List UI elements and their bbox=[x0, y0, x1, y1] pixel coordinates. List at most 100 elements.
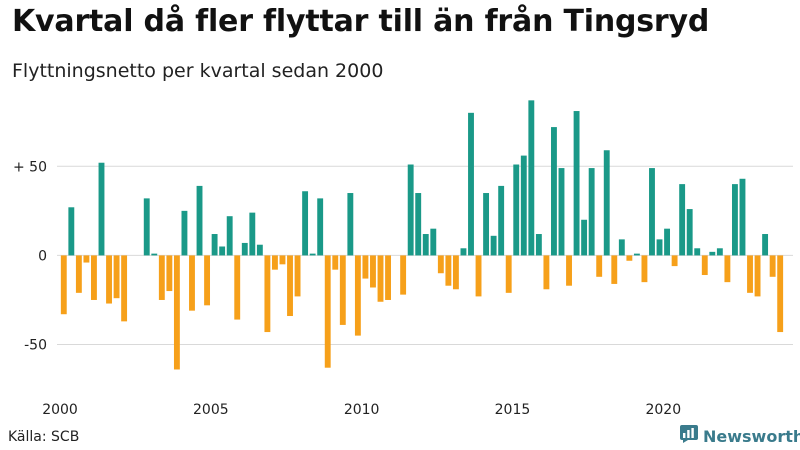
bar bbox=[543, 255, 550, 290]
bar bbox=[332, 255, 339, 270]
bar bbox=[226, 216, 233, 256]
bar bbox=[505, 255, 512, 293]
bar bbox=[324, 255, 331, 368]
bar bbox=[490, 235, 497, 256]
bar bbox=[407, 164, 414, 256]
bar bbox=[68, 207, 75, 256]
bar bbox=[294, 255, 301, 297]
bar bbox=[158, 255, 165, 300]
y-tick-label: + 50 bbox=[13, 159, 47, 175]
x-tick-label: 2000 bbox=[42, 402, 78, 418]
bar bbox=[166, 255, 173, 292]
bar bbox=[302, 191, 309, 256]
bar bbox=[75, 255, 82, 293]
brand-name: Newsworthy bbox=[703, 426, 800, 446]
x-tick-label: 2015 bbox=[495, 402, 531, 418]
bar bbox=[762, 234, 769, 256]
bar bbox=[347, 193, 354, 256]
bar bbox=[121, 255, 128, 322]
y-tick-label: 0 bbox=[38, 248, 47, 264]
bar bbox=[769, 255, 776, 277]
bar bbox=[581, 219, 588, 256]
bar bbox=[219, 246, 226, 256]
newsworthy-logo-icon bbox=[680, 425, 698, 447]
bar bbox=[211, 234, 218, 256]
bar bbox=[437, 255, 444, 274]
bar bbox=[151, 253, 158, 256]
bar bbox=[475, 255, 482, 297]
bar bbox=[664, 228, 671, 256]
bar bbox=[422, 234, 429, 256]
bar bbox=[618, 239, 625, 256]
bar bbox=[694, 248, 701, 256]
bar bbox=[596, 255, 603, 277]
bar bbox=[354, 255, 361, 336]
bar bbox=[498, 185, 505, 256]
bar bbox=[777, 255, 784, 333]
bar bbox=[513, 164, 520, 256]
bar bbox=[309, 253, 316, 256]
bar bbox=[113, 255, 120, 299]
bar bbox=[754, 255, 761, 297]
bar bbox=[143, 198, 150, 256]
bar bbox=[649, 168, 655, 256]
bar bbox=[626, 255, 633, 261]
bar bbox=[535, 234, 542, 256]
bar bbox=[528, 100, 535, 256]
bar bbox=[362, 255, 369, 279]
bar bbox=[641, 255, 648, 283]
bar bbox=[256, 244, 263, 256]
bar bbox=[671, 255, 678, 267]
bar bbox=[83, 255, 90, 263]
bar bbox=[385, 255, 391, 300]
bar bbox=[573, 111, 580, 256]
bar bbox=[686, 209, 693, 256]
bar bbox=[588, 168, 595, 256]
bar bbox=[181, 210, 188, 256]
brand-logo[interactable]: Newsworthy bbox=[680, 425, 800, 447]
bar bbox=[189, 255, 195, 311]
bar bbox=[551, 127, 557, 256]
chart-title: Kvartal då fler flyttar till än från Tin… bbox=[12, 4, 710, 39]
bar bbox=[106, 255, 112, 304]
bar bbox=[701, 255, 708, 276]
bar bbox=[370, 255, 376, 288]
bar bbox=[287, 255, 293, 317]
bar bbox=[460, 248, 467, 256]
bar bbox=[739, 178, 746, 256]
bar bbox=[98, 162, 105, 256]
bar bbox=[415, 193, 422, 256]
bar bbox=[196, 185, 203, 256]
bar bbox=[483, 193, 490, 256]
bar bbox=[317, 198, 324, 256]
bar bbox=[445, 255, 452, 286]
bar bbox=[452, 255, 459, 290]
bars bbox=[60, 100, 784, 370]
bar bbox=[731, 184, 738, 256]
chart-subtitle: Flyttningsnetto per kvartal sedan 2000 bbox=[12, 60, 384, 82]
bar bbox=[264, 255, 271, 333]
bar bbox=[339, 255, 346, 325]
bar bbox=[679, 184, 686, 256]
bar bbox=[716, 248, 723, 256]
x-tick-label: 2010 bbox=[344, 402, 380, 418]
bar bbox=[709, 251, 716, 256]
bar bbox=[566, 255, 572, 286]
bar bbox=[520, 155, 527, 256]
bar bbox=[724, 255, 731, 283]
bar bbox=[633, 253, 640, 256]
bar bbox=[603, 150, 610, 256]
bar bbox=[271, 255, 278, 270]
source-note: Källa: SCB bbox=[8, 429, 80, 445]
bar bbox=[468, 112, 474, 256]
bar bbox=[400, 255, 407, 295]
bar bbox=[611, 255, 618, 284]
x-axis-ticks: 2000 2005 2010 2015 2020 bbox=[42, 402, 681, 418]
bar bbox=[279, 255, 286, 265]
bar bbox=[249, 212, 256, 256]
bar bbox=[656, 239, 663, 256]
bar bbox=[430, 228, 437, 256]
bar bbox=[173, 255, 180, 370]
bar bbox=[204, 255, 211, 306]
